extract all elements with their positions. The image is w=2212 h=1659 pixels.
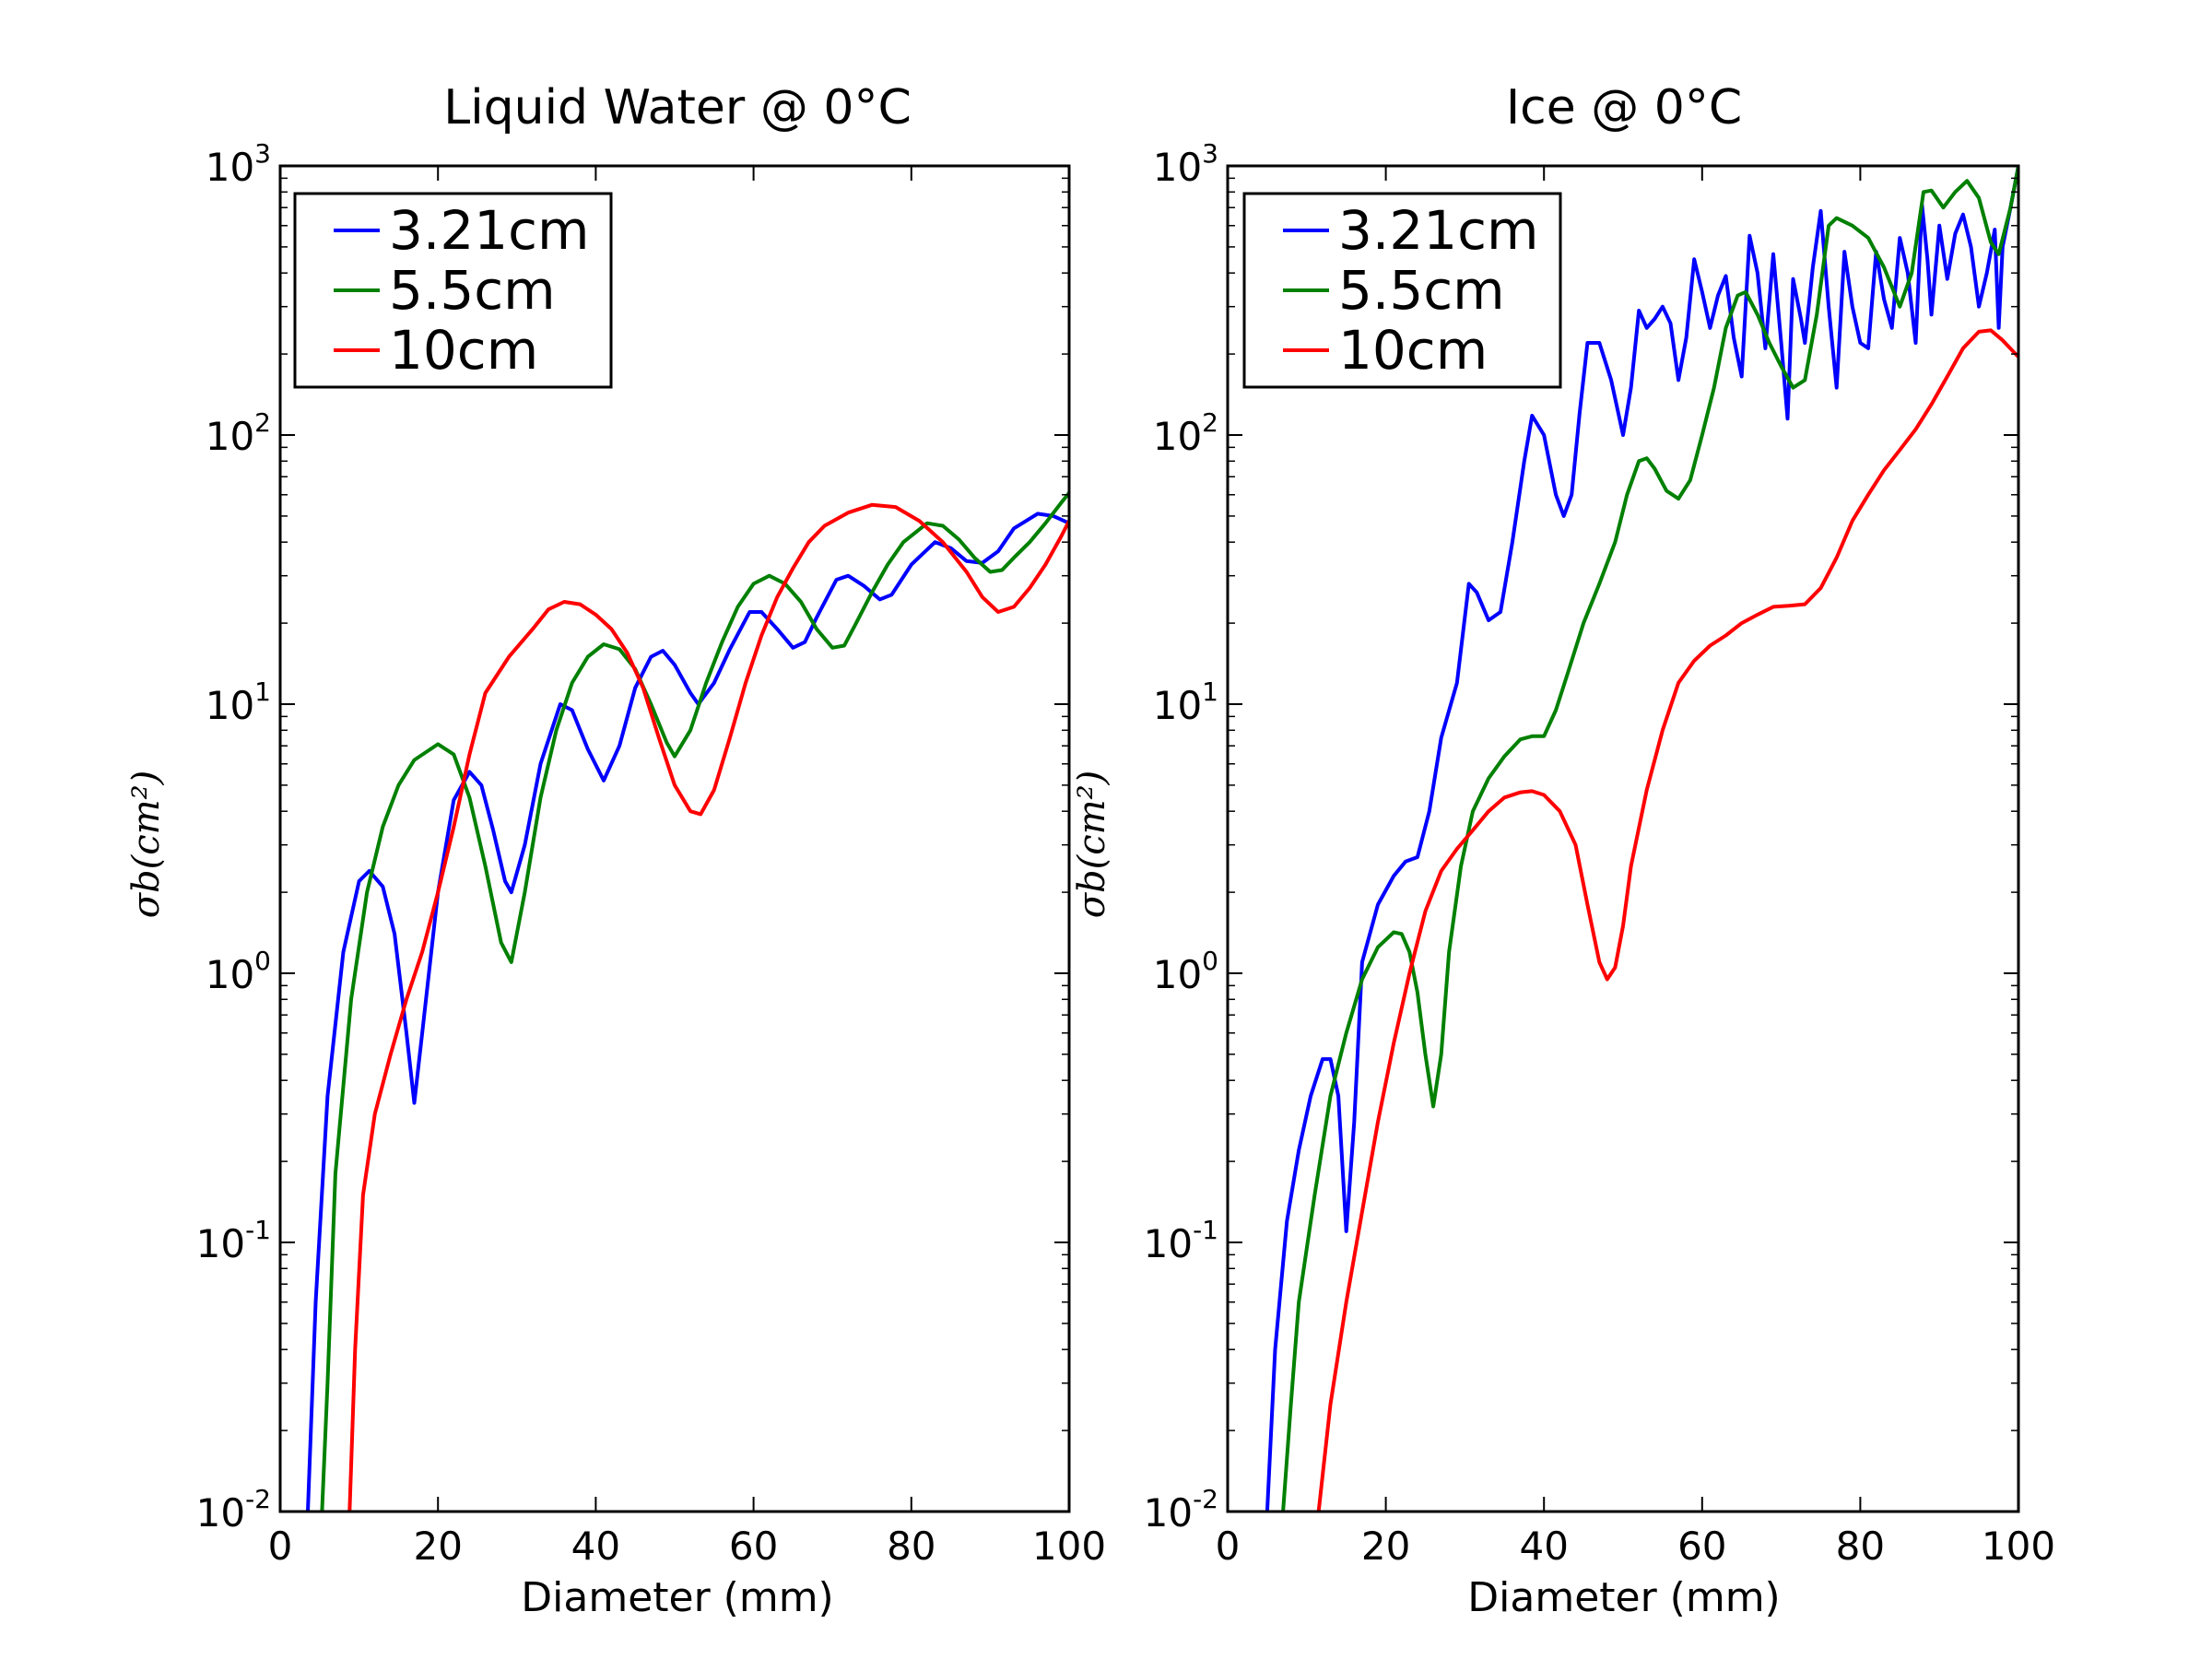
tick-group: 0 20 40 60 80 100 10-2 10-1 100 101 102 103: [1144, 138, 2055, 1569]
y-tick-label: 102: [206, 407, 271, 459]
legend-label: 10cm: [1338, 319, 1488, 382]
x-tick-label: 60: [1677, 1524, 1726, 1569]
y-axis-label: σb(cm²): [1071, 771, 1113, 919]
series-line-5.5cm: [320, 490, 1069, 1512]
panel-liquid-water: Liquid Water @ 0°C 0 20 40 60 80 100 10-2 10-1 1…: [125, 80, 1106, 1621]
y-tick-label: 10-2: [196, 1484, 271, 1535]
x-axis-label: Diameter (mm): [521, 1574, 833, 1621]
legend-label: 5.5cm: [389, 259, 556, 322]
x-tick-label: 60: [729, 1524, 778, 1569]
series-line-3.21cm: [306, 512, 1069, 1512]
legend-label: 3.21cm: [1338, 199, 1539, 262]
series-line-10cm: [1316, 328, 2018, 1512]
y-tick-label: 100: [1153, 946, 1218, 997]
x-tick-label: 40: [571, 1524, 620, 1569]
panel-ice: Ice @ 0°C 0 20 40 60 80 100 10-2 10-1 100 101 102 1…: [1071, 80, 2055, 1621]
y-tick-label: 101: [206, 677, 271, 728]
x-tick-label: 100: [1982, 1524, 2055, 1569]
chart-title: Liquid Water @ 0°C: [443, 80, 912, 135]
y-axis-label: σb(cm²): [125, 771, 168, 919]
plot-frame: [1226, 164, 2020, 1513]
y-tick-label: 103: [206, 138, 271, 190]
y-tick-label: 100: [206, 946, 271, 997]
y-tick-label: 103: [1153, 138, 1218, 190]
legend-label: 10cm: [389, 319, 538, 382]
x-tick-label: 0: [1216, 1524, 1241, 1569]
x-tick-label: 100: [1032, 1524, 1106, 1569]
tick-group: 0 20 40 60 80 100 10-2 10-1 100 101 102 103: [196, 138, 1106, 1569]
y-tick-label: 102: [1153, 407, 1218, 459]
x-tick-label: 80: [1836, 1524, 1885, 1569]
series-group: [1265, 166, 2018, 1512]
x-tick-label: 20: [1361, 1524, 1410, 1569]
series-group: [306, 490, 1069, 1512]
x-axis-label: Diameter (mm): [1467, 1574, 1780, 1621]
x-tick-label: 20: [413, 1524, 462, 1569]
legend-label: 5.5cm: [1338, 259, 1505, 322]
legend-label: 3.21cm: [389, 199, 590, 262]
plot-frame: [278, 164, 1071, 1513]
chart-title: Ice @ 0°C: [1506, 80, 1742, 135]
y-tick-label: 10-2: [1144, 1484, 1218, 1535]
y-tick-label: 101: [1153, 677, 1218, 728]
y-tick-label: 10-1: [1144, 1215, 1218, 1266]
y-tick-label: 10-1: [196, 1215, 271, 1266]
x-tick-label: 0: [268, 1524, 293, 1569]
x-tick-label: 40: [1519, 1524, 1568, 1569]
series-line-3.21cm: [1265, 166, 2018, 1512]
x-tick-label: 80: [887, 1524, 935, 1569]
series-line-10cm: [347, 502, 1069, 1512]
